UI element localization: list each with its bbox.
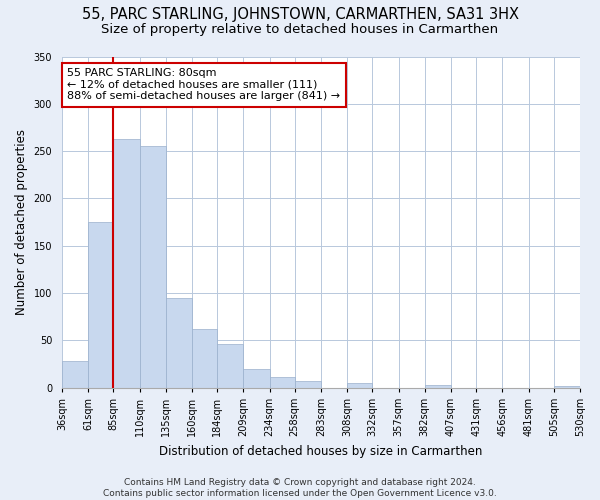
Text: 55 PARC STARLING: 80sqm
← 12% of detached houses are smaller (111)
88% of semi-d: 55 PARC STARLING: 80sqm ← 12% of detache… xyxy=(67,68,340,102)
Bar xyxy=(244,369,269,388)
Bar xyxy=(62,362,88,388)
Bar xyxy=(88,222,113,388)
Y-axis label: Number of detached properties: Number of detached properties xyxy=(15,129,28,315)
Bar xyxy=(166,298,192,388)
Bar xyxy=(269,378,295,388)
X-axis label: Distribution of detached houses by size in Carmarthen: Distribution of detached houses by size … xyxy=(159,444,482,458)
Text: 55, PARC STARLING, JOHNSTOWN, CARMARTHEN, SA31 3HX: 55, PARC STARLING, JOHNSTOWN, CARMARTHEN… xyxy=(82,8,518,22)
Bar xyxy=(295,381,321,388)
Bar xyxy=(554,386,580,388)
Bar xyxy=(192,329,217,388)
Bar xyxy=(425,385,451,388)
Bar xyxy=(113,139,140,388)
Bar xyxy=(347,383,373,388)
Text: Contains HM Land Registry data © Crown copyright and database right 2024.
Contai: Contains HM Land Registry data © Crown c… xyxy=(103,478,497,498)
Bar xyxy=(140,146,166,388)
Text: Size of property relative to detached houses in Carmarthen: Size of property relative to detached ho… xyxy=(101,22,499,36)
Bar xyxy=(217,344,244,388)
